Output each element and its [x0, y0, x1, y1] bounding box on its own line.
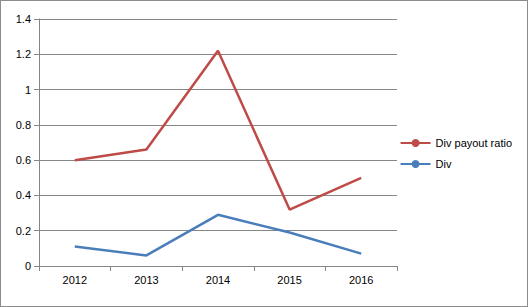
svg-text:2014: 2014	[206, 274, 230, 286]
svg-text:1: 1	[25, 84, 31, 96]
svg-text:1.2: 1.2	[16, 48, 31, 60]
svg-text:2016: 2016	[349, 274, 373, 286]
svg-text:Div: Div	[436, 158, 452, 170]
svg-text:2013: 2013	[134, 274, 158, 286]
svg-text:0.4: 0.4	[16, 189, 31, 201]
svg-text:0.8: 0.8	[16, 119, 31, 131]
svg-text:0.6: 0.6	[16, 154, 31, 166]
svg-text:2015: 2015	[277, 274, 301, 286]
svg-text:0: 0	[25, 260, 31, 272]
svg-text:0.2: 0.2	[16, 225, 31, 237]
svg-text:2012: 2012	[63, 274, 87, 286]
svg-text:1.4: 1.4	[16, 13, 31, 25]
svg-text:Div payout ratio: Div payout ratio	[436, 137, 512, 149]
